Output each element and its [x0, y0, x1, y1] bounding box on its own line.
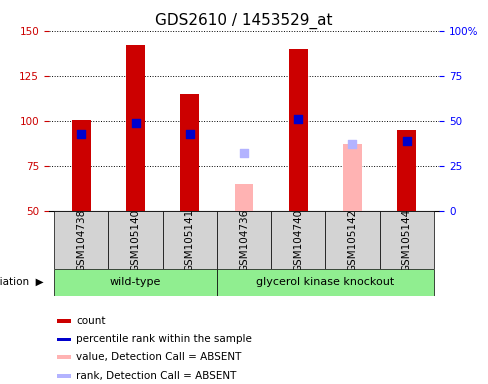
Bar: [217, 211, 271, 269]
Bar: [126, 45, 145, 211]
Point: [348, 141, 356, 147]
Text: GSM105140: GSM105140: [131, 209, 141, 271]
Bar: [380, 211, 434, 269]
Title: GDS2610 / 1453529_at: GDS2610 / 1453529_at: [155, 13, 333, 29]
Bar: [325, 211, 380, 269]
Point: [294, 116, 302, 122]
Bar: [163, 211, 217, 269]
Point: [132, 120, 140, 126]
Bar: [343, 144, 362, 211]
Text: GSM104738: GSM104738: [76, 209, 86, 271]
Text: glycerol kinase knockout: glycerol kinase knockout: [256, 277, 394, 287]
Bar: [217, 269, 434, 296]
Bar: [54, 211, 108, 269]
Text: GSM105142: GSM105142: [347, 209, 357, 271]
Bar: [289, 49, 308, 211]
Text: rank, Detection Call = ABSENT: rank, Detection Call = ABSENT: [76, 371, 237, 381]
Text: percentile rank within the sample: percentile rank within the sample: [76, 334, 252, 344]
Point: [403, 138, 410, 144]
Bar: [54, 269, 217, 296]
Text: genotype/variation  ▶: genotype/variation ▶: [0, 277, 44, 287]
Bar: [57, 355, 71, 359]
Bar: [72, 120, 91, 211]
Text: GSM104740: GSM104740: [293, 209, 303, 271]
Text: GSM105144: GSM105144: [402, 209, 412, 271]
Point: [78, 131, 85, 137]
Text: GSM104736: GSM104736: [239, 209, 249, 271]
Text: count: count: [76, 316, 105, 326]
Bar: [57, 374, 71, 378]
Bar: [271, 211, 325, 269]
Bar: [108, 211, 163, 269]
Bar: [57, 338, 71, 341]
Bar: [57, 319, 71, 323]
Text: GSM105141: GSM105141: [185, 209, 195, 271]
Bar: [397, 130, 416, 211]
Text: value, Detection Call = ABSENT: value, Detection Call = ABSENT: [76, 352, 242, 362]
Point: [186, 131, 194, 137]
Bar: [180, 94, 199, 211]
Bar: [235, 184, 253, 211]
Point: [240, 151, 248, 157]
Text: wild-type: wild-type: [110, 277, 161, 287]
